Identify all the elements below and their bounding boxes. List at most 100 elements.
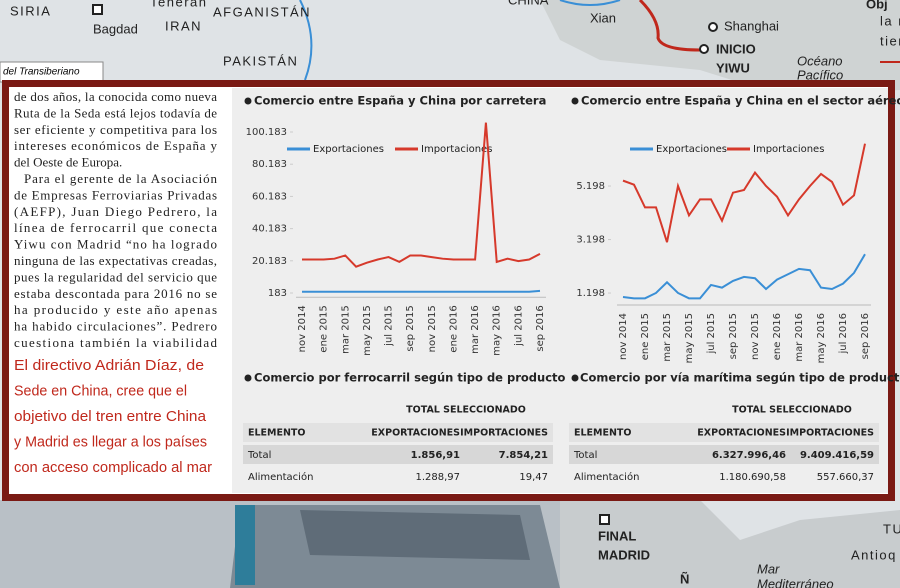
total-row <box>569 445 879 464</box>
city-marker <box>708 22 718 32</box>
map-label: Teherán <box>150 0 207 9</box>
map-label: Ñ <box>680 571 689 586</box>
x-tick-label: may 2015 <box>684 313 695 363</box>
x-tick-label: mar 2016 <box>470 305 481 354</box>
x-tick-label: may 2016 <box>492 305 503 355</box>
bullet <box>571 374 579 382</box>
map-label: Mediterráneo <box>757 576 834 588</box>
series-line <box>622 253 866 300</box>
x-tick-label: nov 2014 <box>297 305 308 352</box>
bullet <box>571 97 579 105</box>
table-cell: 6.327.996,46 <box>712 450 786 461</box>
article-line: pues la regularidad del servicio que <box>14 269 217 284</box>
article-line: cuestiona también la viabilidad <box>14 335 218 350</box>
map-label: SIRIA <box>10 3 51 18</box>
y-tick-label: 100.183 <box>246 127 287 138</box>
map-label: INICIO <box>716 41 756 56</box>
map-label: CHINA <box>508 0 549 7</box>
article-line: de Empresas Ferroviarias Privadas <box>14 187 217 202</box>
map-label: Antioq <box>851 547 897 562</box>
pull-quote: con acceso complicado al mar <box>14 459 212 476</box>
map-label: PAKISTÁN <box>223 53 298 68</box>
x-tick-label: jul 2016 <box>838 313 849 355</box>
map-label: MADRID <box>598 547 650 562</box>
article-line: ser eficiente y competitiva para los <box>14 122 217 137</box>
table-cell: Total <box>573 450 597 461</box>
legend-label: Importaciones <box>421 144 492 155</box>
article-line: ha producido y este año apenas <box>14 302 217 317</box>
y-tick-label: 5.198 <box>576 181 605 192</box>
series-line <box>302 122 541 268</box>
table-cell: Total <box>247 450 271 461</box>
city-marker <box>699 44 709 54</box>
x-tick-label: ene 2016 <box>772 313 783 360</box>
city-marker <box>599 514 610 525</box>
map-label: Xian <box>590 10 616 25</box>
table-cell: 19,47 <box>519 472 548 483</box>
y-tick-label: 183 <box>268 288 287 299</box>
x-tick-label: mar 2015 <box>340 305 351 354</box>
x-tick-label: sep 2016 <box>860 313 871 359</box>
column-header: EXPORTACIONES <box>697 428 786 439</box>
x-tick-label: nov 2015 <box>427 305 438 352</box>
x-tick-label: ene 2015 <box>640 313 651 360</box>
train <box>300 510 530 560</box>
x-tick-label: nov 2015 <box>750 313 761 360</box>
x-tick-label: ene 2016 <box>448 305 459 352</box>
table-header: TOTAL SELECCIONADO <box>406 405 526 416</box>
x-tick-label: sep 2015 <box>405 305 416 351</box>
legend-label: Exportaciones <box>313 144 384 155</box>
article-line: del Oeste de Europa. <box>14 155 122 170</box>
series-line <box>622 143 866 243</box>
x-tick-label: mar 2016 <box>794 313 805 362</box>
article-line: estaba descontada para 2016 no se <box>14 286 217 301</box>
column-header: IMPORTACIONES <box>460 428 548 439</box>
x-tick-label: jul 2015 <box>384 305 395 347</box>
table-cell: 557.660,37 <box>817 472 874 483</box>
x-tick-label: jul 2015 <box>706 313 717 355</box>
map-label: FINAL <box>598 528 636 543</box>
column-header: ELEMENTO <box>574 428 631 439</box>
table-cell: 7.854,21 <box>499 450 548 461</box>
train <box>235 505 255 585</box>
table-title: Comercio por ferrocarril según tipo de p… <box>254 371 566 385</box>
table-title: Comercio por vía marítima según tipo de … <box>580 371 900 385</box>
pull-quote: objetivo del tren entre China <box>14 408 207 425</box>
article-line: línea de ferrocarril que conecta <box>14 220 217 235</box>
table-cell: 1.856,91 <box>411 450 460 461</box>
chart-title: Comercio entre España y China en el sect… <box>581 94 900 108</box>
legend-label: Importaciones <box>753 144 824 155</box>
x-tick-label: mar 2015 <box>662 313 673 362</box>
map-label: IRAN <box>165 18 202 33</box>
map-label: la r <box>880 13 900 28</box>
y-tick-label: 40.183 <box>252 224 287 235</box>
header-row <box>243 423 553 442</box>
x-tick-label: nov 2014 <box>618 313 629 360</box>
article-line: ninguna de las expectativas creadas, <box>14 253 217 268</box>
map-label: Bagdad <box>93 21 138 36</box>
total-row <box>243 445 553 464</box>
y-tick-label: 3.198 <box>576 235 605 246</box>
article-line: Yiwu con Madrid “no ha logrado <box>14 237 217 252</box>
table-cell: 9.409.416,59 <box>800 450 874 461</box>
map-label: tien <box>880 33 900 48</box>
table-cell: 1.288,97 <box>415 472 460 483</box>
header-row <box>569 423 879 442</box>
column-header: IMPORTACIONES <box>786 428 874 439</box>
x-tick-label: sep 2016 <box>535 305 546 351</box>
bullet <box>244 97 252 105</box>
column-header: ELEMENTO <box>248 428 305 439</box>
land <box>560 500 900 588</box>
map-label: TU <box>883 521 900 536</box>
chart-title: Comercio entre España y China por carret… <box>254 94 546 108</box>
table-cell: Alimentación <box>574 471 639 483</box>
article-line: Ruta de la Seda está lejos todavía de <box>14 105 217 120</box>
x-tick-label: may 2016 <box>816 313 827 363</box>
y-tick-label: 1.198 <box>576 288 605 299</box>
table-cell: Alimentación <box>248 471 313 483</box>
city-marker <box>92 4 103 15</box>
land <box>0 0 900 95</box>
map-label: Shanghai <box>724 18 779 33</box>
